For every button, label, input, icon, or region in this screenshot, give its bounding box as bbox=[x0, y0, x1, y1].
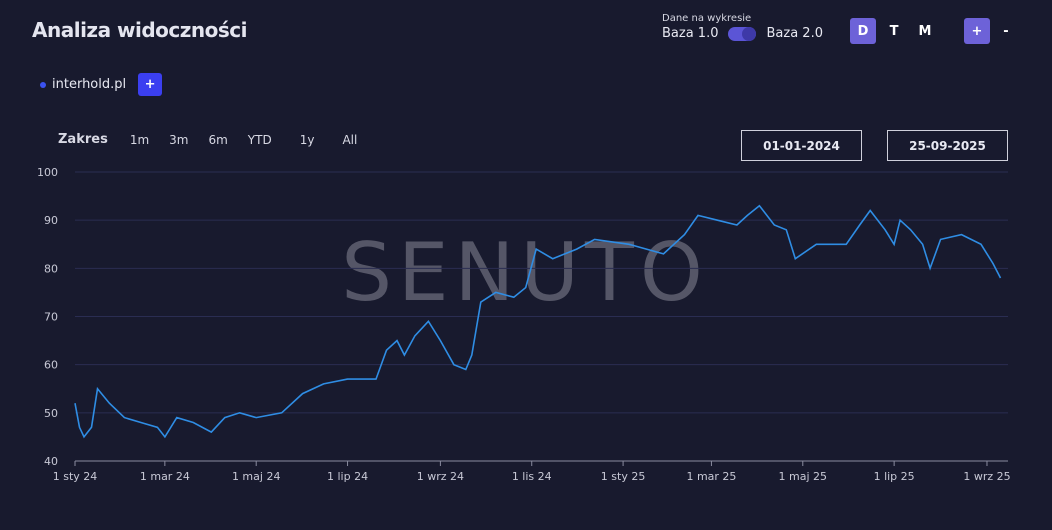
range-3m[interactable]: 3m bbox=[169, 132, 189, 147]
range-6m[interactable]: 6m bbox=[208, 132, 228, 147]
granularity-week-button[interactable]: T bbox=[889, 23, 899, 39]
y-tick-label: 90 bbox=[44, 214, 58, 227]
base-1-label[interactable]: Baza 1.0 bbox=[662, 26, 719, 41]
x-tick-label: 1 maj 25 bbox=[779, 470, 828, 483]
domain-legend: interhold.pl + bbox=[40, 73, 163, 96]
range-ytd[interactable]: YTD bbox=[247, 132, 272, 147]
page-title: Analiza widoczności bbox=[32, 18, 248, 42]
watermark: SENUTO bbox=[341, 226, 709, 319]
x-tick-label: 1 lis 24 bbox=[512, 470, 552, 483]
base-toggle[interactable] bbox=[728, 26, 757, 41]
domain-color-dot bbox=[40, 81, 46, 88]
x-tick-label: 1 maj 24 bbox=[232, 470, 281, 483]
range-selector: Zakres 1m 3m 6m YTD 1y All bbox=[58, 132, 377, 147]
y-tick-label: 80 bbox=[44, 262, 58, 275]
x-tick-label: 1 lip 25 bbox=[874, 470, 915, 483]
zoom-out-button[interactable]: - bbox=[1003, 23, 1009, 39]
granularity-day-button[interactable]: D bbox=[850, 18, 876, 44]
date-to-input[interactable]: 25-09-2025 bbox=[887, 130, 1008, 161]
zoom-in-button[interactable]: + bbox=[964, 18, 990, 44]
range-all[interactable]: All bbox=[342, 132, 358, 147]
granularity-month-button[interactable]: M bbox=[918, 23, 932, 39]
x-tick-label: 1 sty 25 bbox=[601, 470, 646, 483]
base-toggle-label: Dane na wykresie bbox=[662, 13, 752, 24]
y-tick-label: 60 bbox=[44, 359, 58, 372]
y-tick-label: 40 bbox=[44, 455, 58, 468]
x-tick-label: 1 lip 24 bbox=[327, 470, 368, 483]
x-tick-label: 1 mar 25 bbox=[686, 470, 736, 483]
domain-name: interhold.pl bbox=[52, 77, 127, 92]
range-1m[interactable]: 1m bbox=[129, 132, 150, 147]
series-line bbox=[74, 204, 1002, 439]
x-tick-label: 1 wrz 24 bbox=[417, 470, 464, 483]
range-1y[interactable]: 1y bbox=[299, 132, 315, 147]
range-label: Zakres bbox=[58, 132, 108, 147]
date-from-input[interactable]: 01-01-2024 bbox=[741, 130, 862, 161]
y-tick-label: 100 bbox=[37, 166, 58, 179]
x-tick-label: 1 wrz 25 bbox=[963, 470, 1010, 483]
base-2-label[interactable]: Baza 2.0 bbox=[766, 26, 823, 41]
y-tick-label: 70 bbox=[44, 311, 58, 324]
x-tick-label: 1 mar 24 bbox=[140, 470, 190, 483]
add-domain-button[interactable]: + bbox=[138, 73, 163, 96]
y-tick-label: 50 bbox=[44, 407, 58, 420]
x-tick-label: 1 sty 24 bbox=[53, 470, 98, 483]
base-toggle-group: Dane na wykresie Baza 1.0 Baza 2.0 bbox=[662, 13, 823, 41]
